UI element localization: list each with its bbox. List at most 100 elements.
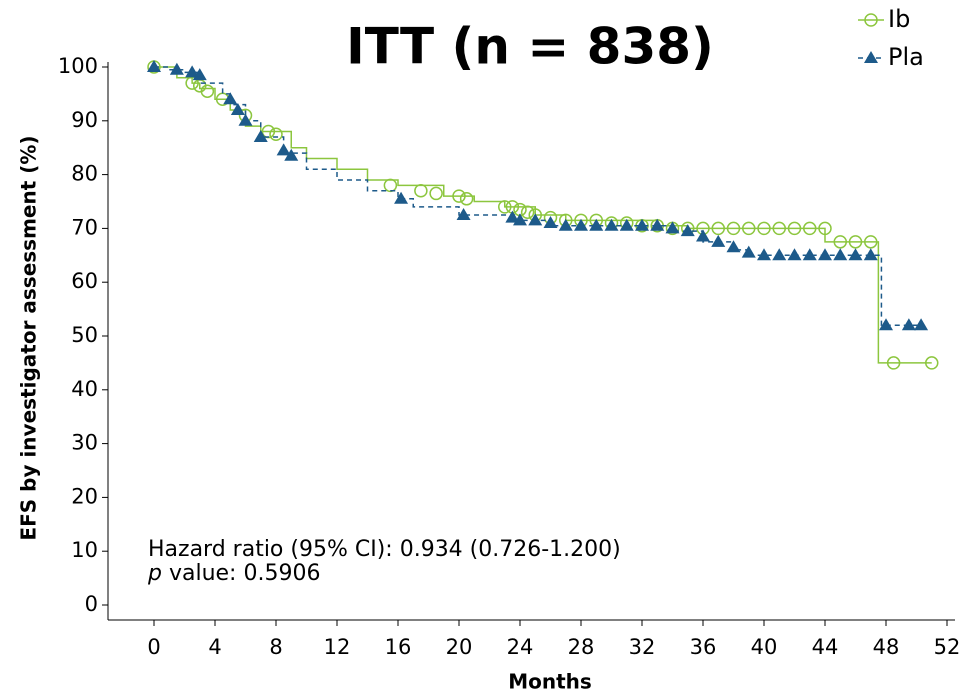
censor-mark [711,234,726,247]
censor-mark [543,216,558,229]
censor-mark [230,103,245,116]
censor-mark [276,143,291,156]
x-tick-label: 36 [690,635,717,659]
censor-mark [619,218,634,231]
y-tick-label: 100 [58,54,98,78]
legend-marker [864,13,878,27]
y-tick-label: 70 [71,215,98,239]
censor-mark [635,218,649,231]
x-tick-label: 24 [507,635,534,659]
censor-mark [863,248,878,261]
censor-mark [757,248,771,261]
survival-curve [154,66,922,326]
censor-mark [528,213,543,226]
legend-marker [864,51,878,63]
censor-mark [726,221,741,236]
censor-mark [513,213,527,226]
censor-mark [192,68,207,81]
censor-mark [200,84,215,98]
x-tick-label: 48 [873,635,900,659]
x-tick-label: 16 [385,635,412,659]
annotation: Hazard ratio (95% CI): 0.934 (0.726-1.20… [148,537,621,562]
censor-mark [238,113,253,126]
y-axis-label: EFS by investigator assessment (%) [17,135,41,540]
censor-mark [429,186,443,201]
x-tick-label: 44 [812,635,839,659]
y-tick-label: 90 [71,108,98,132]
censor-mark [223,92,238,105]
censor-mark [459,192,474,206]
censor-mark [742,221,756,236]
censor-mark [802,248,817,261]
censor-mark [253,129,268,142]
p-symbol: p [147,561,162,586]
censor-mark [665,221,680,234]
censor-mark [772,221,786,236]
legend-label: Ib [888,5,910,33]
y-tick-label: 10 [71,538,98,562]
censor-mark [505,210,520,223]
censor-mark [711,221,725,236]
y-tick-label: 40 [71,377,98,401]
censor-mark [787,221,802,236]
censor-mark [680,224,695,237]
censor-mark [787,248,802,261]
censor-mark [185,65,200,78]
censor-mark [914,318,929,331]
censor-mark [757,221,771,236]
censor-mark [726,240,741,253]
censor-mark [414,183,428,198]
censor-mark [848,248,863,261]
p-value: p value: 0.5906 [147,561,320,586]
censor-mark [456,207,471,220]
censor-mark [147,60,161,72]
x-tick-label: 4 [208,635,221,659]
censor-mark [886,356,901,370]
censor-mark [383,178,398,193]
censor-mark [741,245,756,258]
censor-mark [925,356,939,370]
y-tick-label: 50 [71,323,98,347]
x-axis-label: Months [508,670,592,694]
censor-mark [520,205,535,220]
censor-mark [818,221,832,236]
p-text: value: 0.5906 [169,561,320,586]
y-tick-label: 80 [71,162,98,186]
censor-mark [696,229,710,242]
censor-mark [901,318,916,331]
censor-mark [269,127,283,141]
censor-mark [394,191,409,204]
chart-title: ITT (n = 838) [346,18,714,76]
censor-mark [650,218,665,231]
x-tick-label: 28 [568,635,595,659]
censor-mark [803,221,817,236]
y-tick-label: 30 [71,431,98,455]
censor-mark [498,200,512,214]
censor-mark [589,218,604,231]
y-tick-label: 20 [71,484,98,508]
censor-mark [833,235,847,249]
x-tick-label: 20 [446,635,473,659]
legend-label: Pla [888,43,924,71]
censor-mark [558,218,573,231]
censor-mark [879,318,893,331]
censor-mark [284,148,299,161]
x-tick-label: 32 [629,635,656,659]
censor-mark [864,235,878,249]
x-tick-label: 8 [269,635,282,659]
y-tick-label: 60 [71,269,98,293]
censor-mark [848,235,863,249]
y-tick-label: 0 [85,592,98,616]
x-tick-label: 0 [147,635,160,659]
censor-mark [833,248,848,261]
censor-mark [818,248,832,261]
survival-curve [154,66,932,364]
censor-mark [574,218,588,231]
censor-mark [452,189,466,203]
censor-mark [772,248,787,261]
x-tick-label: 40 [751,635,778,659]
censor-mark [604,218,619,231]
censor-mark [169,62,184,75]
x-tick-label: 12 [324,635,351,659]
